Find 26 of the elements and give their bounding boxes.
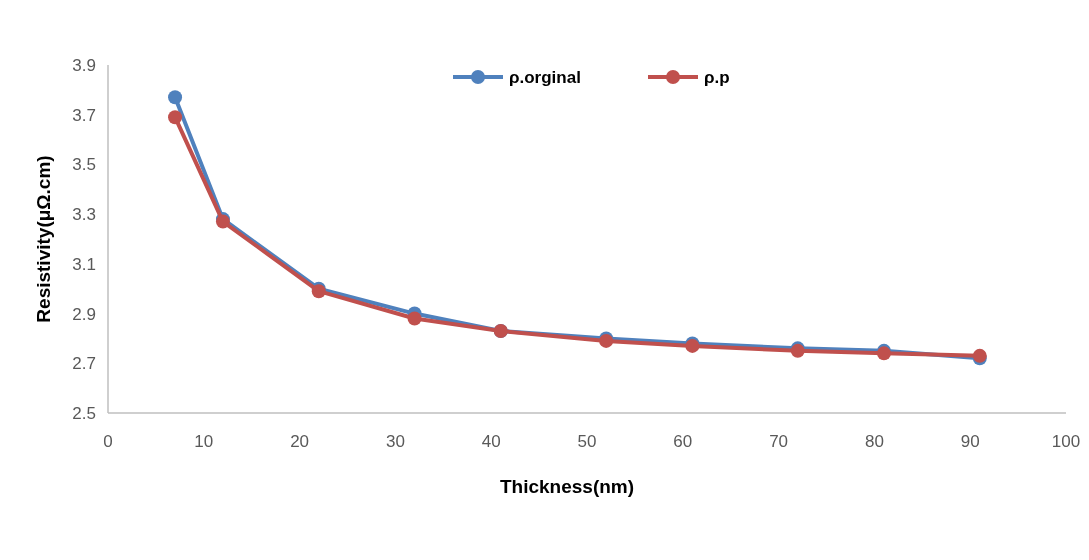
legend-label: ρ.p [704,67,730,87]
x-tick-label: 90 [960,432,980,451]
point [168,90,183,105]
x-tick-label: 10 [194,432,214,451]
y-tick-label: 2.7 [72,354,96,374]
y-tick-label: 2.5 [72,403,96,423]
x-tick-label: 100 [1051,432,1081,451]
x-tick-label: 70 [769,432,789,451]
x-tick-label: 60 [673,432,693,451]
y-axis-title: Resistivity(μΩ.cm) [33,155,54,323]
point [407,311,422,326]
x-tick-label: 50 [577,432,597,451]
legend-label: ρ.orginal [509,67,581,87]
x-tick-label: 80 [864,432,884,451]
x-tick-label: 20 [290,432,310,451]
y-tick-label: 3.7 [72,105,96,125]
x-tick-label: 40 [481,432,501,451]
y-tick-label: 3.9 [72,55,96,75]
x-tick-label: 30 [385,432,405,451]
y-tick-label: 3.5 [72,155,96,175]
x-tick-label: 0 [103,432,113,451]
y-tick-label: 3.1 [72,254,96,274]
y-tick-label: 3.3 [72,205,96,225]
y-tick-label: 2.9 [72,304,96,324]
point [168,110,183,125]
x-axis-title: Thickness(nm) [499,476,635,497]
